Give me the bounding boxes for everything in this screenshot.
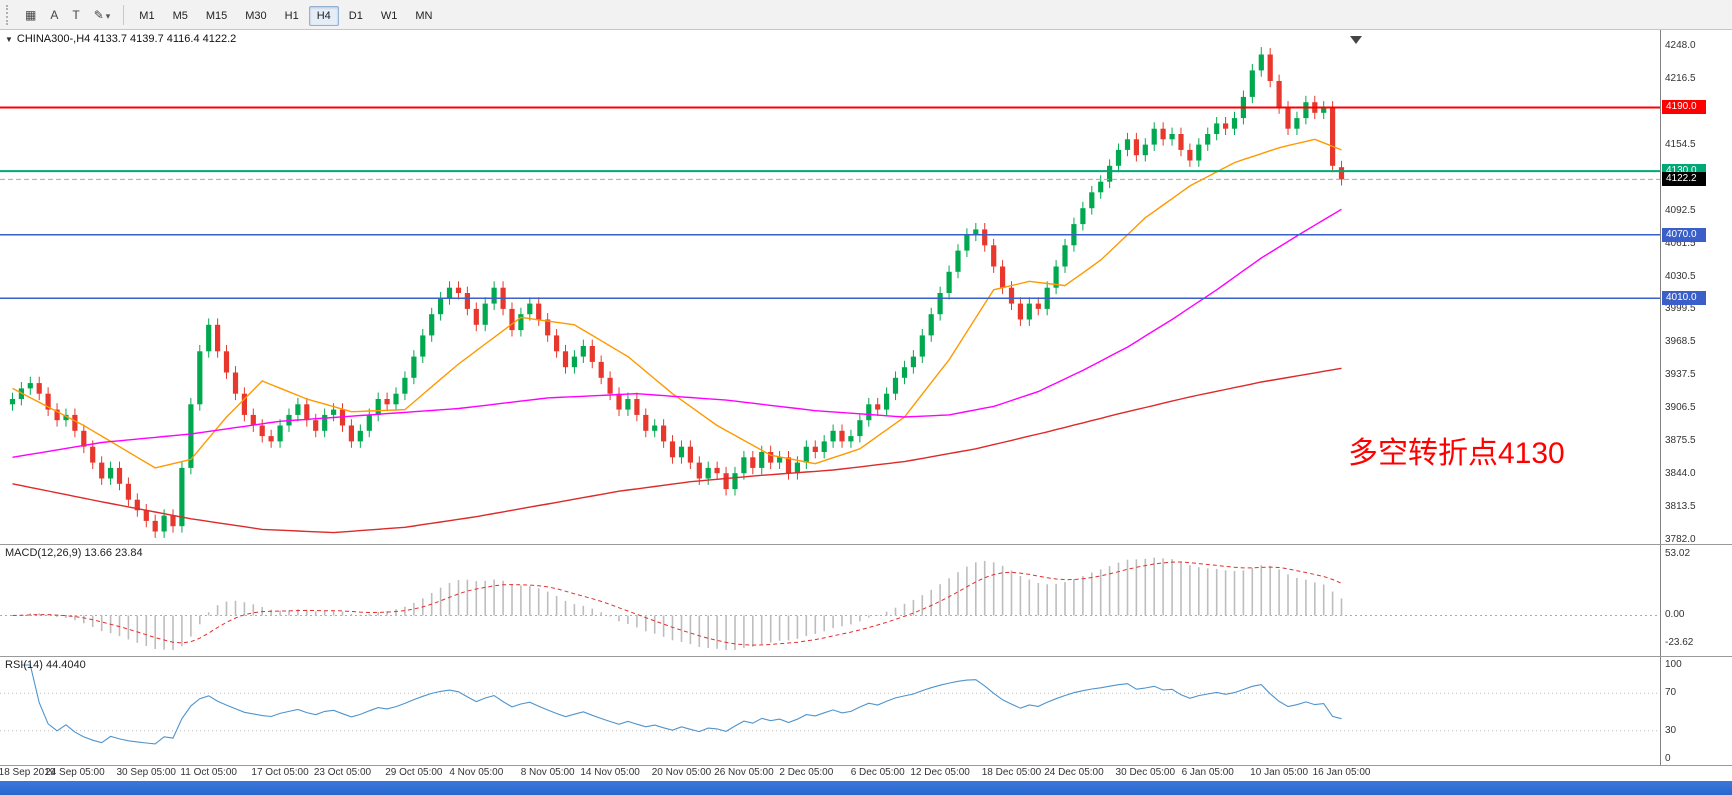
price-axis-label: 4061.5 (1665, 237, 1696, 249)
ma-mid-line (12, 208, 1342, 458)
time-axis-label: 26 Nov 05:00 (714, 767, 774, 778)
price-axis-label: 0 (1665, 753, 1671, 764)
main-chart-panel: ▼ CHINA300-,H4 4133.7 4139.7 4116.4 4122.… (0, 30, 1732, 544)
timeframe-button-W1[interactable]: W1 (380, 9, 398, 22)
time-axis-label: 8 Nov 05:00 (520, 767, 575, 778)
price-axis-label: 4216.5 (1665, 73, 1696, 85)
time-axis-label: 24 Sep 05:00 (45, 767, 105, 778)
timeframe-button-M5[interactable]: M5 (172, 9, 188, 22)
rsi-plot[interactable] (0, 657, 1660, 765)
time-axis-label: 10 Jan 05:00 (1250, 767, 1308, 778)
time-axis-label: 11 Oct 05:00 (180, 767, 237, 778)
chart-title-ohlc: CHINA300-,H4 4133.7 4139.7 4116.4 4122.2 (16, 33, 237, 45)
chart-annotation-text: 多空转折点4130 (1348, 437, 1565, 470)
price-axis-label: 3999.5 (1665, 303, 1696, 315)
price-axis-label: 3875.5 (1665, 434, 1696, 446)
toolbar: ▦ A T ✎ ▾ M1 M5 M15 M30 H1 H4 D1 W1 MN (0, 0, 1732, 30)
price-axis-label: 3906.5 (1665, 402, 1696, 414)
price-axis-label: 3844.0 (1665, 468, 1696, 480)
panel-splitter[interactable] (0, 656, 1732, 657)
timeframe-button-D1[interactable]: D1 (348, 9, 363, 22)
time-axis-label: 20 Nov 05:00 (651, 767, 712, 778)
rsi-axis[interactable]: 100 70 30 0 (1660, 657, 1732, 765)
price-badge-4070.0: 4070.0 (1662, 227, 1706, 242)
time-axis-label: 14 Nov 05:00 (580, 767, 640, 778)
tool-text-button[interactable]: T (72, 7, 80, 22)
chart-shift-marker-icon[interactable] (1350, 36, 1362, 44)
chevron-down-icon: ▾ (105, 10, 111, 21)
time-axis[interactable]: 18 Sep 2019 24 Sep 05:00 30 Sep 05:00 11 Oc… (0, 766, 1732, 781)
time-axis-label: 24 Dec 05:00 (1044, 767, 1104, 778)
timeframe-button-H4[interactable]: H4 (308, 5, 339, 26)
macd-axis[interactable]: 53.02 0.00 -23.62 (1660, 545, 1732, 656)
ma-fast-line (12, 138, 1342, 469)
time-axis-label: 4 Nov 05:00 (449, 767, 504, 778)
price-badge-4122.2: 4122.2 (1662, 172, 1706, 187)
rsi-panel: RSI(14) 44.4040 100 70 30 0 (0, 657, 1732, 765)
time-axis-label: 6 Dec 05:00 (850, 767, 905, 778)
time-axis-label: 30 Sep 05:00 (116, 767, 177, 778)
price-axis-label: 100 (1665, 659, 1682, 670)
tool-draw-button[interactable]: ✎ ▾ (93, 7, 111, 22)
timeframe-button-MN[interactable]: MN (415, 9, 433, 22)
price-axis-label: 53.02 (1665, 548, 1691, 560)
chart-header: ▼ CHINA300-,H4 4133.7 4139.7 4116.4 4122.… (5, 33, 236, 45)
time-axis-label: 29 Oct 05:00 (385, 767, 443, 778)
panel-splitter[interactable] (0, 765, 1732, 766)
macd-label: MACD(12,26,9) 13.66 23.84 (5, 547, 143, 559)
time-axis-label: 6 Jan 05:00 (1181, 767, 1234, 778)
price-axis-label: 4154.5 (1665, 139, 1696, 151)
time-axis-label: 30 Dec 05:00 (1115, 767, 1176, 778)
price-axis-label: 30 (1665, 724, 1677, 736)
timeframe-button-H1[interactable]: H1 (284, 9, 299, 22)
time-axis-label: 2 Dec 05:00 (779, 767, 834, 778)
price-badge-4010.0: 4010.0 (1662, 291, 1706, 306)
ma-slow-line (12, 367, 1342, 534)
price-axis-label: 4248.0 (1665, 40, 1696, 51)
symbol-dropdown-icon[interactable]: ▼ (5, 35, 13, 44)
panel-splitter[interactable] (0, 544, 1732, 545)
price-axis-label: 0.00 (1665, 609, 1685, 621)
time-axis-label: 18 Dec 05:00 (981, 767, 1042, 778)
timeframe-button-M15[interactable]: M15 (205, 9, 228, 22)
price-axis-label: 3937.5 (1665, 369, 1696, 381)
time-axis-label: 12 Dec 05:00 (910, 767, 970, 778)
price-axis-label: 3782.0 (1665, 534, 1696, 544)
macd-plot[interactable] (0, 545, 1660, 656)
rsi-line (21, 664, 1342, 745)
price-badge-4190.0: 4190.0 (1662, 100, 1706, 115)
macd-histogram (20, 557, 1343, 650)
price-axis-label: 4092.5 (1665, 204, 1696, 216)
price-axis-label: -23.62 (1665, 636, 1694, 648)
candlestick-series (9, 47, 1345, 538)
price-axis-label: 3968.5 (1665, 336, 1696, 348)
macd-panel: MACD(12,26,9) 13.66 23.84 53.02 0.00 -23.6… (0, 545, 1732, 656)
price-axis[interactable]: 4248.04216.54185.54154.54123.54092.54061… (1660, 30, 1732, 544)
toolbar-separator (123, 4, 125, 25)
taskbar-strip[interactable] (0, 781, 1732, 795)
price-chart-plot[interactable]: 多空转折点4130 (0, 30, 1660, 544)
time-axis-label: 23 Oct 05:00 (313, 767, 372, 778)
macd-signal-line (12, 561, 1342, 646)
price-axis-label: 3813.5 (1665, 500, 1696, 512)
tool-charts-grid-button[interactable]: ▦ (25, 7, 37, 22)
rsi-label: RSI(14) 44.4040 (5, 659, 86, 671)
price-axis-label: 70 (1665, 687, 1677, 699)
toolbar-grip[interactable] (6, 4, 12, 25)
timeframe-button-M1[interactable]: M1 (139, 9, 155, 22)
time-axis-label: 18 Sep 2019 (0, 767, 56, 778)
time-axis-label: 17 Oct 05:00 (251, 767, 309, 778)
time-axis-label: 16 Jan 05:00 (1312, 767, 1371, 778)
tool-cursor-button[interactable]: A (50, 7, 59, 22)
timeframe-button-M30[interactable]: M30 (245, 9, 267, 22)
price-axis-label: 4030.5 (1665, 270, 1696, 282)
